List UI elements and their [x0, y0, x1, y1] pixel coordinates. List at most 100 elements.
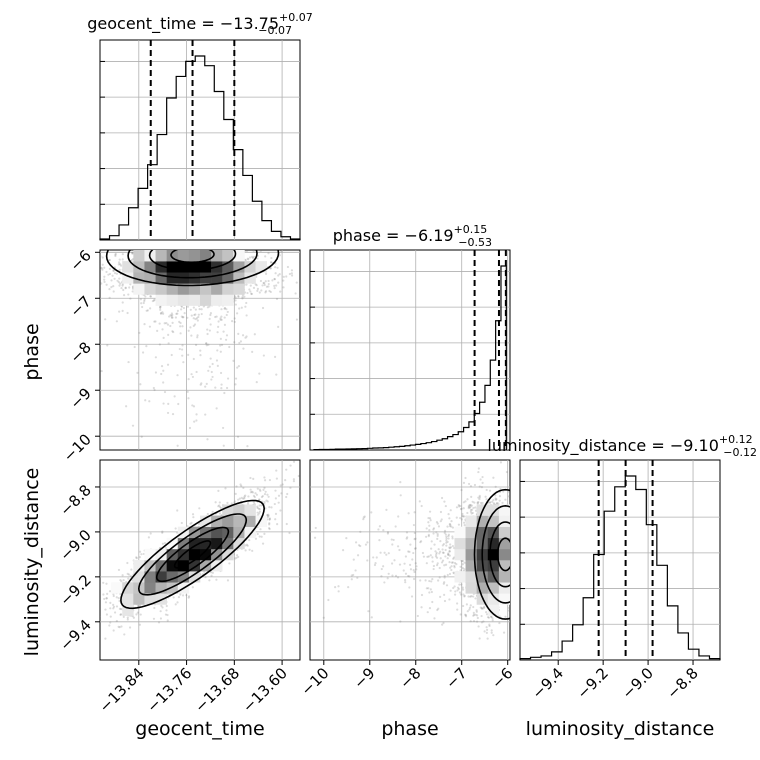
- sample-point: [192, 317, 195, 320]
- sample-point: [159, 308, 162, 311]
- grid-lines: [100, 460, 300, 660]
- sample-point: [254, 537, 258, 540]
- sample-point: [204, 413, 207, 416]
- sample-point: [275, 477, 278, 480]
- sample-point: [118, 626, 121, 629]
- sample-point: [161, 328, 164, 331]
- sample-point: [242, 497, 245, 500]
- sample-point: [109, 607, 112, 610]
- sample-point: [117, 625, 120, 628]
- sample-point: [132, 455, 134, 457]
- density-cell: [144, 272, 156, 284]
- sample-point: [120, 625, 123, 628]
- sample-point: [258, 488, 261, 491]
- sample-point: [216, 331, 219, 334]
- sample-point: [156, 329, 159, 332]
- sample-point: [255, 381, 258, 384]
- sample-point: [237, 555, 240, 559]
- sample-point: [127, 293, 130, 296]
- sample-point: [179, 321, 182, 325]
- sample-point: [244, 305, 247, 308]
- sample-point: [154, 371, 158, 374]
- sample-point: [233, 501, 236, 504]
- sample-point: [179, 325, 182, 328]
- sample-point: [101, 263, 104, 266]
- histogram-geocent_time: [99, 55, 301, 240]
- sample-point: [253, 495, 256, 499]
- sample-point: [273, 278, 276, 281]
- sample-point: [167, 315, 171, 318]
- density-luminosity_distance-vs-geocent_time: [100, 460, 300, 640]
- sample-point: [115, 619, 118, 623]
- sample-point: [117, 597, 120, 600]
- sample-point: [259, 279, 263, 283]
- sample-point: [176, 309, 179, 312]
- sample-point: [179, 332, 182, 335]
- density-cell: [233, 261, 245, 273]
- sample-point: [234, 299, 237, 302]
- sample-point: [219, 317, 222, 320]
- sample-point: [117, 263, 120, 266]
- sample-point: [92, 265, 94, 267]
- density-phase-vs-geocent_time: [53, 250, 299, 457]
- sample-point: [218, 504, 221, 507]
- sample-point: [258, 535, 261, 538]
- sample-point: [53, 253, 55, 255]
- sample-point: [258, 504, 261, 507]
- sample-point: [105, 597, 108, 600]
- sample-point: [219, 337, 222, 340]
- sample-point: [153, 388, 156, 392]
- sample-point: [138, 331, 141, 334]
- sample-point: [250, 255, 254, 259]
- hist-luminosity_distance-panel: [519, 460, 721, 660]
- sample-point: [118, 268, 121, 271]
- sample-point: [196, 319, 199, 322]
- density-cell: [155, 294, 167, 306]
- sample-point: [241, 334, 245, 337]
- sample-point: [115, 596, 118, 599]
- density-cell: [244, 261, 256, 273]
- sample-point: [171, 321, 174, 324]
- sample-point: [165, 322, 168, 325]
- sample-point: [166, 619, 169, 622]
- sample-point: [261, 542, 265, 545]
- sample-point: [252, 286, 256, 289]
- sample-point: [103, 597, 106, 601]
- density-cell: [133, 272, 145, 284]
- sample-point: [190, 334, 193, 337]
- sample-point: [245, 250, 249, 253]
- sample-point: [256, 287, 259, 290]
- sample-point: [106, 344, 109, 347]
- panel-frame: [309, 249, 511, 451]
- sample-point: [186, 316, 189, 319]
- sample-point: [244, 494, 247, 497]
- density-cell: [188, 283, 201, 295]
- sample-point: [176, 312, 179, 315]
- sample-point: [225, 313, 228, 317]
- sample-point: [243, 497, 246, 500]
- sample-point: [245, 314, 248, 317]
- grid-lines: [310, 250, 510, 450]
- sample-point: [290, 269, 294, 272]
- sample-point: [284, 479, 287, 482]
- sample-point: [112, 594, 115, 598]
- sample-point: [226, 377, 230, 380]
- sample-point: [209, 357, 212, 360]
- sample-point: [209, 571, 213, 574]
- sample-point: [234, 557, 237, 560]
- sample-point: [105, 582, 108, 585]
- sample-point: [292, 460, 296, 463]
- sample-point: [129, 283, 132, 286]
- density-cell: [177, 261, 190, 273]
- sample-point: [239, 340, 243, 343]
- sample-point: [206, 512, 209, 516]
- sample-point: [277, 494, 281, 497]
- sample-point: [277, 325, 280, 328]
- sample-point: [280, 250, 283, 253]
- sample-point: [117, 281, 120, 284]
- sample-point: [269, 267, 272, 270]
- sample-point: [164, 546, 168, 549]
- sample-point: [119, 264, 123, 267]
- density-cell: [222, 294, 234, 306]
- density-cell: [200, 283, 212, 295]
